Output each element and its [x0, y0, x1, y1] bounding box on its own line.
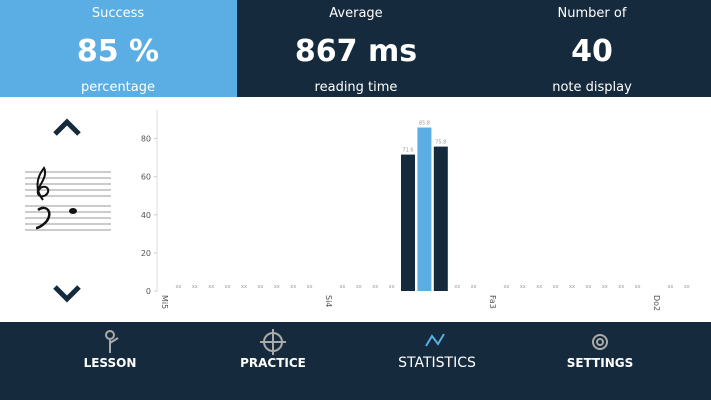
value-label: xx — [569, 284, 575, 290]
x-tick-label: Mi5 — [160, 295, 169, 309]
bar — [433, 146, 448, 291]
stat-value: 867 ms — [295, 34, 417, 69]
stat-label: Success — [92, 6, 145, 21]
value-label: xx — [225, 284, 231, 290]
stat-panel — [0, 0, 237, 97]
value-label: xx — [290, 284, 296, 290]
nav-item[interactable]: SETTINGS — [567, 356, 634, 370]
value-label: xx — [520, 284, 526, 290]
value-label: xx — [192, 284, 198, 290]
value-label: xx — [454, 284, 460, 290]
stat-label: Average — [329, 6, 382, 21]
value-label: xx — [356, 284, 362, 290]
value-label: xx — [684, 284, 690, 290]
x-tick-label: Fa3 — [488, 295, 497, 309]
scroll-up[interactable] — [53, 118, 81, 136]
nav-item[interactable]: PRACTICE — [240, 356, 306, 370]
x-tick-label: Do2 — [652, 295, 661, 311]
stat-caption: reading time — [315, 80, 398, 95]
scroll-down[interactable] — [53, 285, 81, 303]
value-label: xx — [471, 284, 477, 290]
bar — [401, 154, 415, 291]
nav-item[interactable]: STATISTICS — [398, 355, 476, 371]
y-tick-label: 20 — [141, 249, 151, 258]
nav-bar — [0, 322, 711, 400]
y-tick-label: 0 — [146, 287, 151, 296]
value-label: xx — [257, 284, 263, 290]
value-label: xx — [241, 284, 247, 290]
value-label: 75.8 — [435, 140, 446, 146]
stat-label: Number of — [558, 6, 627, 21]
value-label: xx — [553, 284, 559, 290]
bar — [417, 127, 432, 292]
chart: 0 20 40 60 80 Mi5 xx xx xx xx xx xx xx xx xx Si4 xx xx xx x… — [141, 121, 690, 312]
stat-caption: percentage — [81, 80, 155, 95]
value-label: xx — [372, 284, 378, 290]
bass-clef — [35, 206, 51, 230]
value-label: xx — [389, 284, 395, 290]
value-label: xx — [536, 284, 542, 290]
x-tick-label: Si4 — [324, 295, 333, 307]
stat-value: 85 % — [77, 34, 159, 69]
y-tick-label: 60 — [141, 173, 151, 182]
value-label: xx — [307, 284, 313, 290]
nav-item[interactable]: LESSON — [84, 356, 137, 370]
value-label: xx — [667, 284, 673, 290]
stat-value: 40 — [571, 34, 613, 69]
value-label: xx — [635, 284, 641, 290]
value-label: 71.6 — [402, 148, 413, 154]
nav-icons — [105, 329, 608, 355]
value-label: xx — [618, 284, 624, 290]
note — [69, 208, 77, 214]
value-label: xx — [339, 284, 345, 290]
value-label: xx — [208, 284, 214, 290]
stat-panel — [237, 0, 711, 97]
value-label: xx — [585, 284, 591, 290]
y-tick-label: 40 — [141, 211, 151, 220]
value-label: 85.8 — [419, 121, 430, 127]
value-label: xx — [274, 284, 280, 290]
value-label: xx — [175, 284, 181, 290]
value-label: xx — [503, 284, 509, 290]
y-tick-label: 80 — [141, 135, 151, 144]
treble-clef — [36, 166, 50, 201]
value-label: xx — [602, 284, 608, 290]
stat-caption: note display — [552, 80, 632, 95]
